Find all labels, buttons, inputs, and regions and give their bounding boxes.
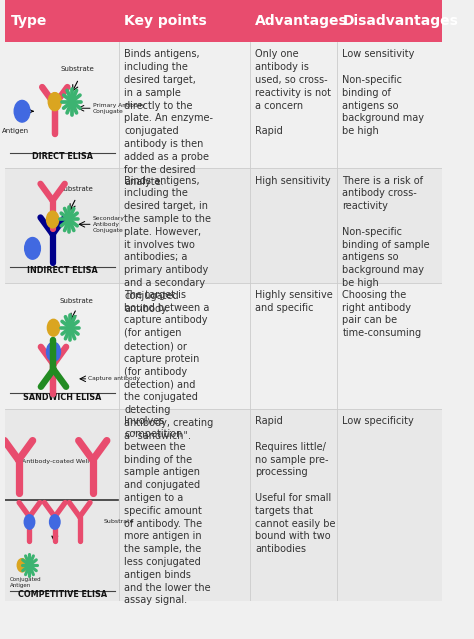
FancyBboxPatch shape xyxy=(337,0,442,42)
Circle shape xyxy=(46,342,61,362)
Text: Disadvantages: Disadvantages xyxy=(342,14,458,28)
Text: The target is
bound between a
capture antibody
(for antigen
detection) or
captur: The target is bound between a capture an… xyxy=(124,290,213,441)
Text: Key points: Key points xyxy=(124,14,207,28)
Text: Substrate: Substrate xyxy=(61,66,94,72)
Text: Involves
competition
between the
binding of the
sample antigen
and conjugated
an: Involves competition between the binding… xyxy=(124,416,211,605)
Text: Type: Type xyxy=(11,14,47,28)
Text: Primary Antibody
Conjugate: Primary Antibody Conjugate xyxy=(93,103,145,114)
Circle shape xyxy=(24,515,35,529)
Text: Substrate: Substrate xyxy=(60,187,93,192)
Text: COMPETITIVE ELISA: COMPETITIVE ELISA xyxy=(18,590,107,599)
Text: Rapid

Requires little/
no sample pre-
processing

Useful for small
targets that: Rapid Requires little/ no sample pre- pr… xyxy=(255,416,336,554)
Text: Conjugated
Antigen: Conjugated Antigen xyxy=(10,577,41,588)
Text: Substrate: Substrate xyxy=(60,298,93,304)
Text: Antibody-coated Well: Antibody-coated Well xyxy=(22,459,89,465)
Text: Capture antibody: Capture antibody xyxy=(88,376,140,381)
Circle shape xyxy=(17,558,27,572)
Text: There is a risk of
antibody cross-
reactivity

Non-specific
binding of sample
an: There is a risk of antibody cross- react… xyxy=(342,176,430,288)
FancyBboxPatch shape xyxy=(6,42,442,169)
Circle shape xyxy=(50,515,60,529)
FancyBboxPatch shape xyxy=(250,0,337,42)
Text: Binds antigens,
including the
desired target,
in a sample
directly to the
plate.: Binds antigens, including the desired ta… xyxy=(124,49,213,187)
Text: Secondary
Antibody
Conjugate: Secondary Antibody Conjugate xyxy=(93,216,125,233)
Circle shape xyxy=(14,100,30,122)
FancyBboxPatch shape xyxy=(119,0,250,42)
Circle shape xyxy=(46,211,59,228)
Text: Binds antigens,
including the
desired target, in
the sample to the
plate. Howeve: Binds antigens, including the desired ta… xyxy=(124,176,211,314)
Text: Low specificity: Low specificity xyxy=(342,416,414,426)
Text: Only one
antibody is
used, so cross-
reactivity is not
a concern

Rapid: Only one antibody is used, so cross- rea… xyxy=(255,49,331,136)
Text: Antigen: Antigen xyxy=(1,128,28,134)
Text: Low sensitivity

Non-specific
binding of
antigens so
background may
be high: Low sensitivity Non-specific binding of … xyxy=(342,49,424,136)
Text: Highly sensitive
and specific: Highly sensitive and specific xyxy=(255,290,333,312)
FancyBboxPatch shape xyxy=(6,282,442,409)
Text: Advantages: Advantages xyxy=(255,14,348,28)
FancyBboxPatch shape xyxy=(6,409,442,601)
Text: SANDWICH ELISA: SANDWICH ELISA xyxy=(23,393,101,402)
Text: INDIRECT ELISA: INDIRECT ELISA xyxy=(27,266,98,275)
Text: Choosing the
right antibody
pair can be
time-consuming: Choosing the right antibody pair can be … xyxy=(342,290,421,338)
Text: High sensitivity: High sensitivity xyxy=(255,176,331,185)
FancyBboxPatch shape xyxy=(6,0,119,42)
FancyBboxPatch shape xyxy=(6,169,442,282)
Circle shape xyxy=(48,93,61,111)
Circle shape xyxy=(47,320,60,336)
Text: Substrate: Substrate xyxy=(104,520,134,525)
Circle shape xyxy=(25,238,40,259)
Text: DIRECT ELISA: DIRECT ELISA xyxy=(32,152,93,161)
